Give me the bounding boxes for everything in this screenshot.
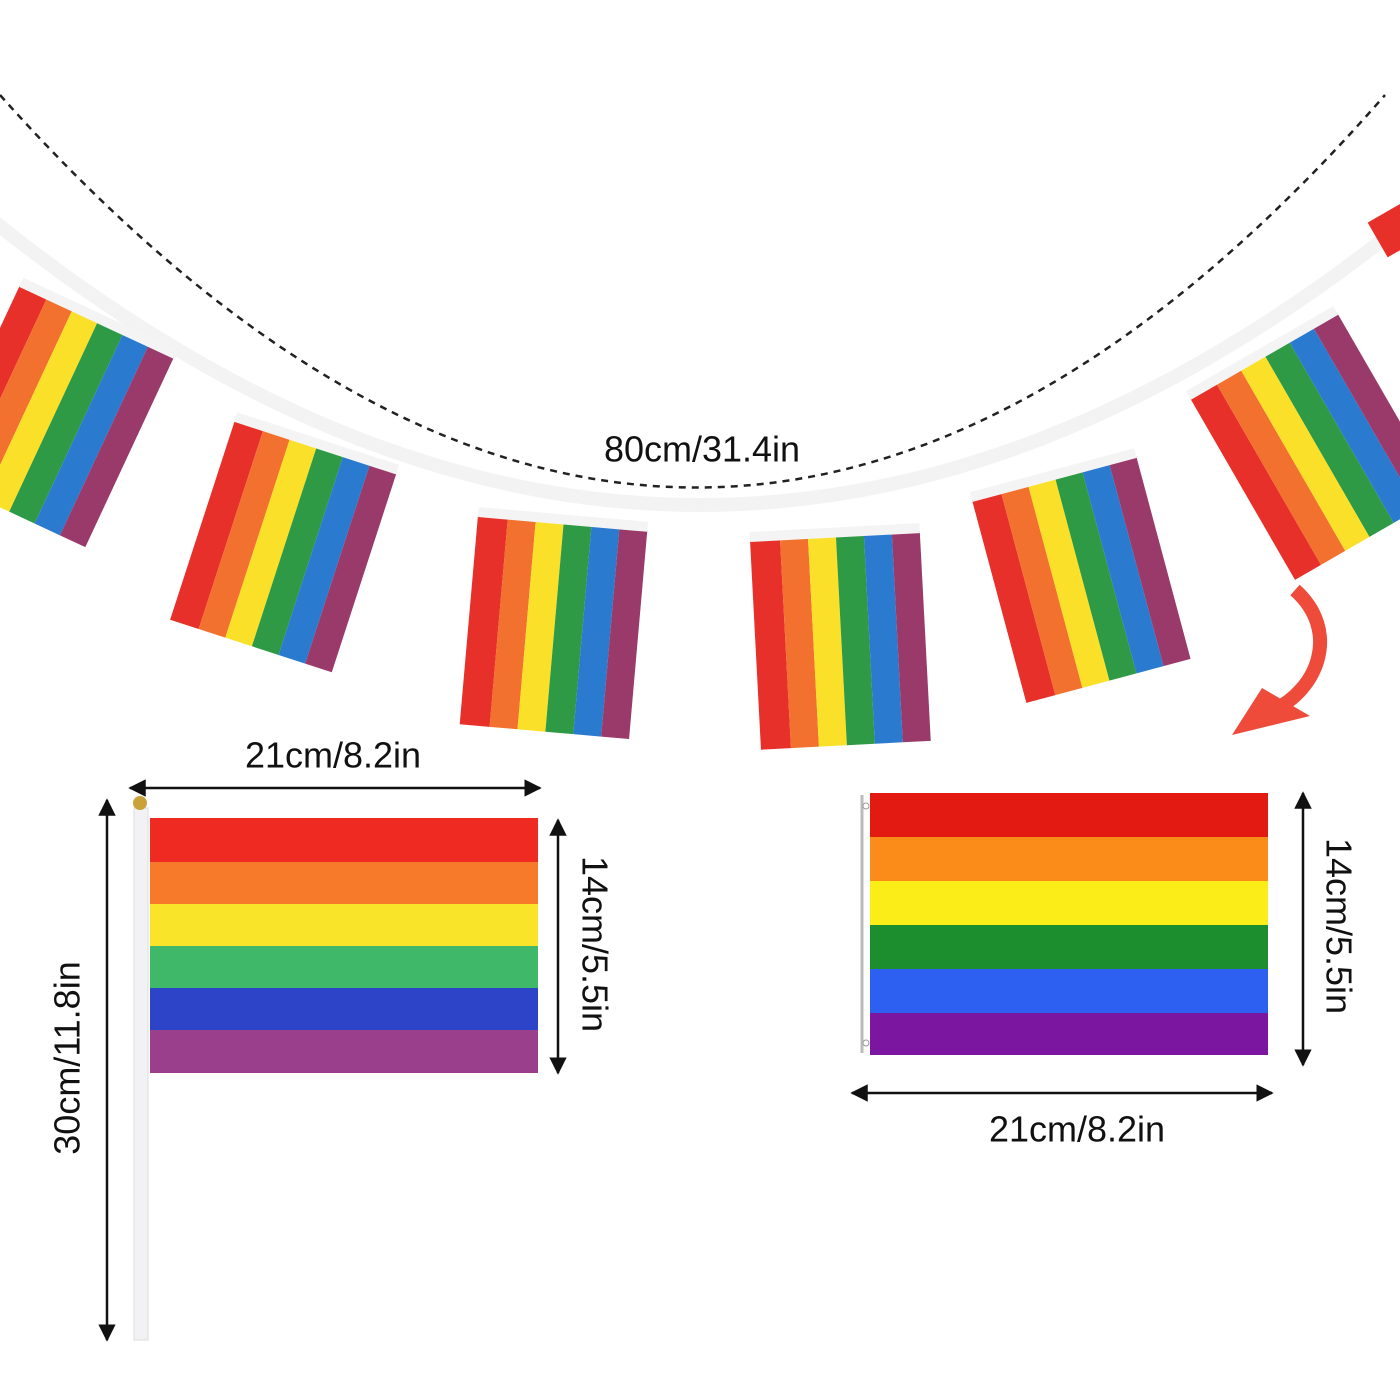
bunting-length-label: 80cm/31.4in: [604, 429, 800, 470]
stick-flag: [133, 796, 538, 1341]
flag-height-label: 14cm/5.5in: [1318, 838, 1359, 1014]
bunting-flag: [749, 523, 931, 750]
flag-width-label: 21cm/8.2in: [989, 1109, 1165, 1150]
stick-cap: [133, 796, 147, 810]
bunting-flag: [969, 448, 1191, 703]
bunting-flag: [170, 412, 400, 673]
bunting-flag: [459, 507, 649, 740]
arrow-head: [1232, 688, 1310, 735]
stick-flag-width-label: 21cm/8.2in: [245, 735, 421, 776]
stick: [133, 807, 149, 1341]
flag: [860, 793, 1268, 1055]
bunting-length-line: [0, 94, 1386, 489]
stick-flag-height-label: 14cm/5.5in: [574, 856, 615, 1032]
arrow: [1266, 584, 1327, 719]
bunting-flag-edge: [1367, 202, 1400, 258]
bunting-flag: [0, 277, 178, 548]
stick-length-label: 30cm/11.8in: [47, 961, 88, 1154]
bunting-rope: [0, 217, 1400, 512]
bunting-flags: [0, 202, 1400, 750]
